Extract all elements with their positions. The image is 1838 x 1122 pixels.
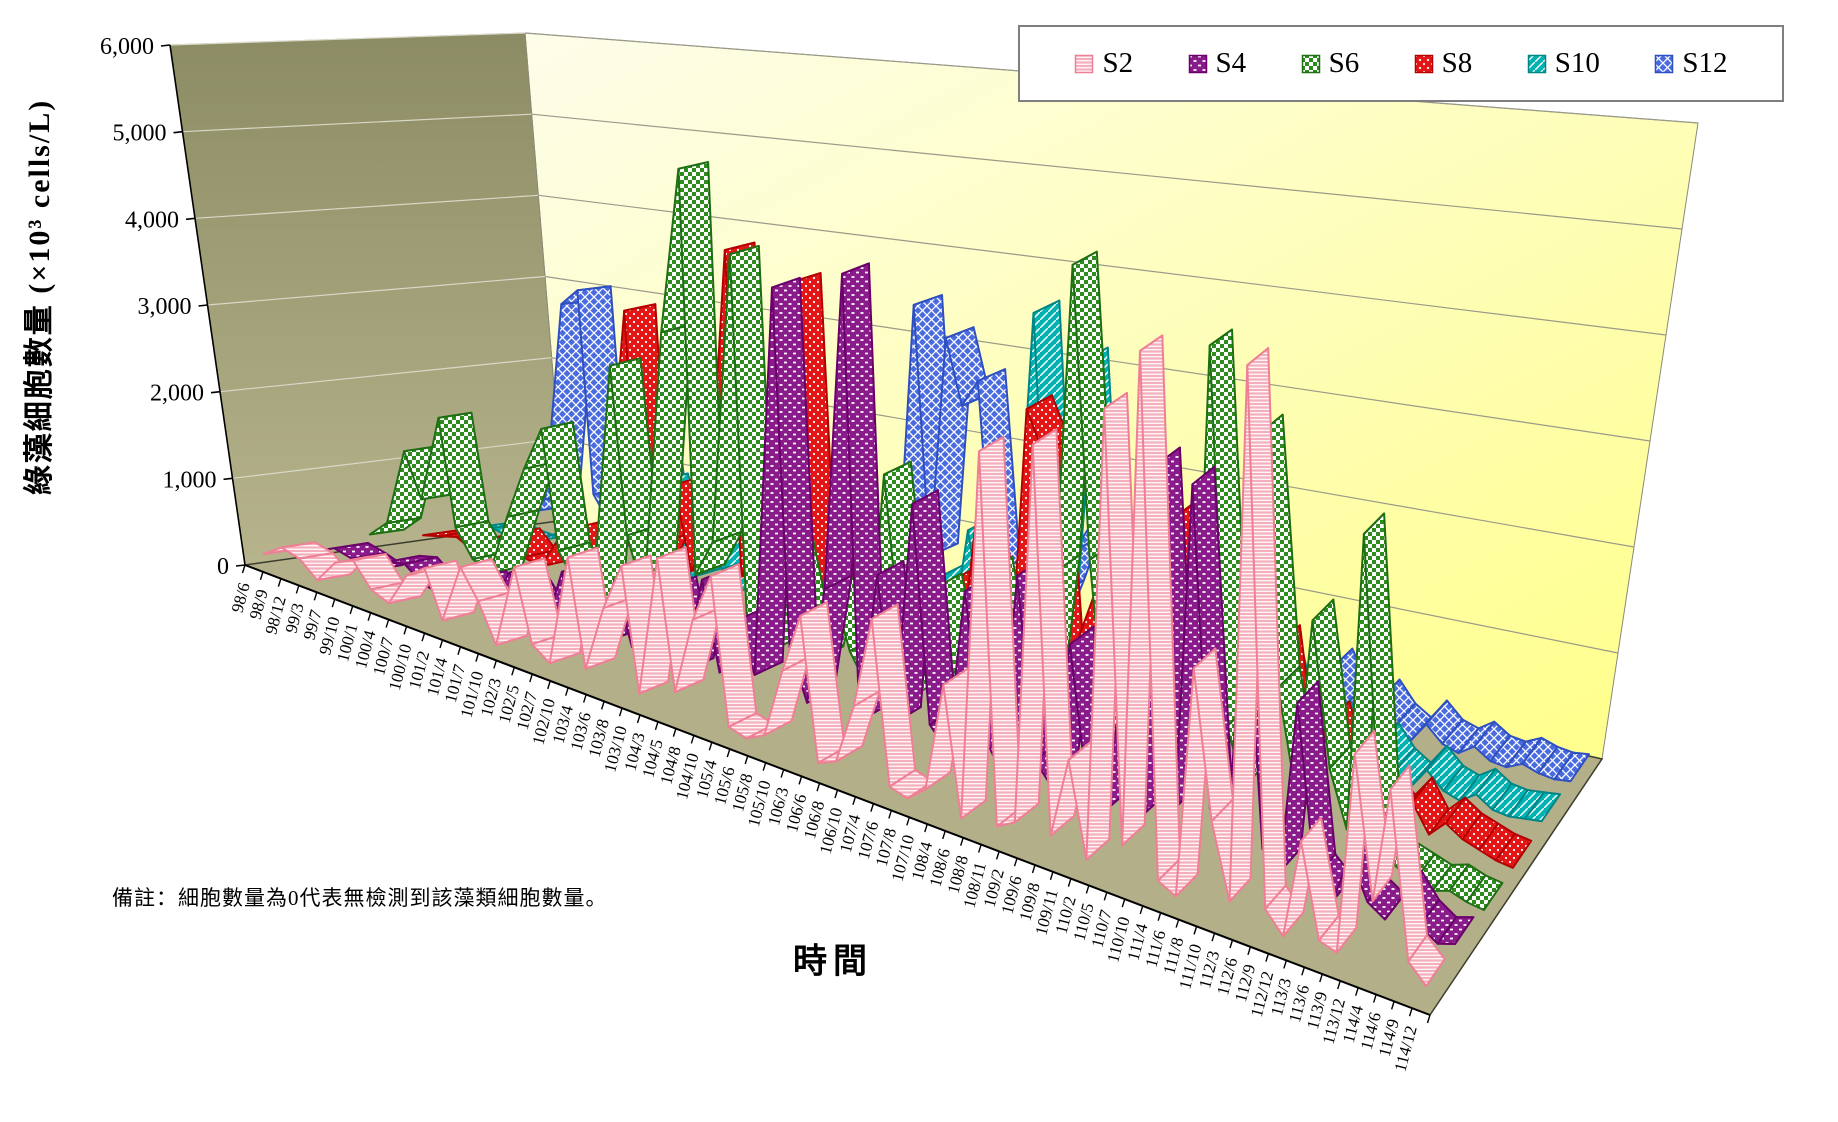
svg-text:2,000: 2,000 bbox=[150, 381, 204, 407]
y-axis: 0 1,000 2,000 3,000 4,000 5,000 6,000 bbox=[100, 34, 246, 580]
x-axis-title: 時間 bbox=[793, 943, 873, 981]
footnote: 備註：細胞數量為0代表無檢測到該藻類細胞數量。 bbox=[112, 886, 608, 910]
legend-item-s10: S10 bbox=[1527, 47, 1600, 80]
legend-label: S12 bbox=[1682, 47, 1728, 79]
legend-swatch-s6-icon bbox=[1301, 54, 1320, 73]
legend: S2 S4 S6 S8 S10 S12 bbox=[1018, 25, 1784, 102]
legend-label: S10 bbox=[1554, 47, 1600, 79]
svg-text:6,000: 6,000 bbox=[100, 34, 154, 60]
legend-swatch-s8-icon bbox=[1414, 54, 1433, 73]
x-axis-labels: 98/698/998/1299/399/799/10100/1100/4100/… bbox=[228, 581, 1421, 1074]
legend-label: S4 bbox=[1215, 47, 1247, 79]
legend-item-s12: S12 bbox=[1654, 47, 1727, 80]
legend-item-s4: S4 bbox=[1188, 47, 1247, 80]
legend-item-s2: S2 bbox=[1074, 47, 1133, 80]
svg-text:4,000: 4,000 bbox=[125, 207, 179, 233]
legend-label: S2 bbox=[1102, 47, 1134, 79]
x-axis bbox=[241, 564, 1431, 1024]
ribbons bbox=[262, 161, 1590, 988]
svg-text:0: 0 bbox=[217, 554, 229, 580]
ribbon-series-s2 bbox=[262, 334, 1446, 988]
svg-text:3,000: 3,000 bbox=[138, 294, 192, 320]
legend-swatch-s12-icon bbox=[1655, 54, 1674, 73]
legend-swatch-s10-icon bbox=[1527, 54, 1546, 73]
legend-item-s6: S6 bbox=[1301, 47, 1360, 80]
legend-swatch-s4-icon bbox=[1188, 54, 1207, 73]
svg-text:5,000: 5,000 bbox=[113, 121, 167, 147]
legend-swatch-s2-icon bbox=[1075, 54, 1094, 73]
svg-text:1,000: 1,000 bbox=[163, 467, 217, 493]
y-axis-title: 綠藻細胞數量 (×10³ cells/L) bbox=[23, 98, 56, 496]
legend-label: S8 bbox=[1441, 47, 1473, 79]
legend-item-s8: S8 bbox=[1414, 47, 1473, 80]
legend-label: S6 bbox=[1328, 47, 1360, 79]
